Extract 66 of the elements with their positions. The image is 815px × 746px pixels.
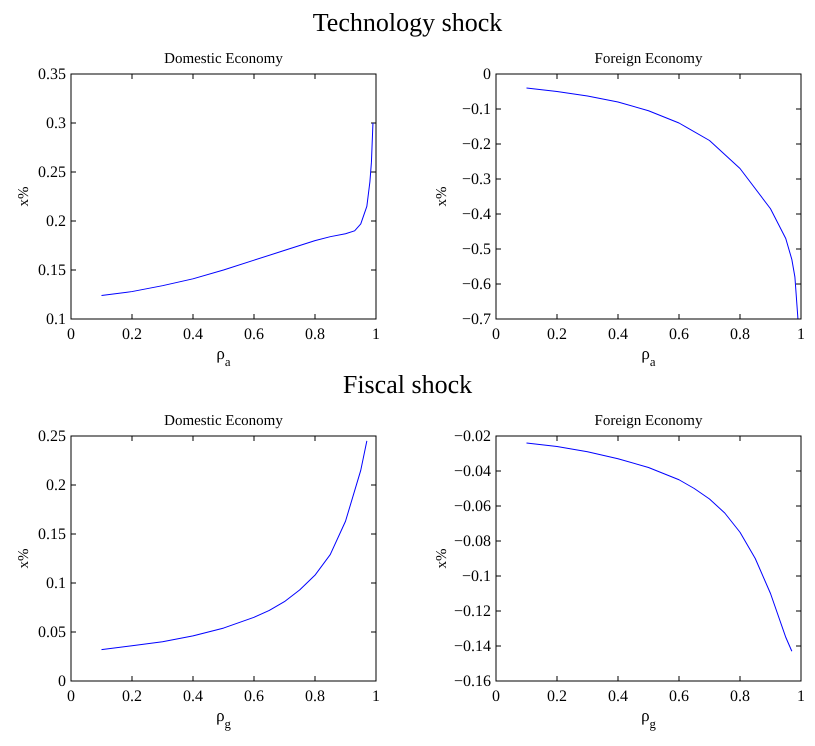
y-tick-label: 0.2 [46,213,66,230]
chart-title: Foreign Economy [594,51,703,67]
y-axis-title: x% [16,548,32,568]
x-tick-label: 0.2 [122,688,142,705]
y-tick-label: −0.6 [462,276,491,293]
y-axis-title: x% [16,186,32,206]
y-tick-label: −0.4 [462,206,491,223]
x-axis-title: ρ$_{g}$ [641,706,657,731]
text: Fiscal shock [342,370,472,399]
x-axis-title: ρ$_{a}$ [216,344,231,369]
x-tick-label: 0.2 [547,688,567,705]
y-tick-label: −0.16 [454,673,491,690]
y-tick-label: 0.15 [38,526,66,543]
text: Technology shock [312,8,502,37]
y-tick-label: −0.2 [462,136,491,153]
y-tick-label: −0.12 [454,603,491,620]
x-tick-label: 0.2 [547,326,567,343]
y-tick-label: 0.05 [38,624,66,641]
x-tick-label: 0.4 [183,688,203,705]
x-tick-label: 0.2 [122,326,142,343]
line-series [101,122,374,296]
y-tick-label: 0.35 [38,66,66,83]
y-tick-label: 0.1 [46,311,66,328]
x-axis-title: ρ$_{g}$ [216,706,232,731]
x-tick-label: 0.4 [608,326,628,343]
y-axis-title: x% [434,186,450,206]
y-tick-label: −0.7 [462,311,491,328]
y-tick-label: 0.25 [38,428,66,445]
y-tick-label: 0 [58,673,66,690]
line-series [526,442,792,652]
y-tick-label: 0.3 [46,115,66,132]
x-tick-label: 0.6 [669,688,689,705]
x-tick-label: 0.6 [669,326,689,343]
x-tick-label: 0.8 [730,688,750,705]
x-tick-label: 0.4 [608,688,628,705]
x-tick-label: 0.6 [244,688,264,705]
y-tick-label: 0.15 [38,262,66,279]
y-tick-label: −0.02 [454,428,491,445]
x-tick-label: 1 [797,326,805,343]
y-tick-label: −0.08 [454,533,491,550]
y-tick-label: 0 [483,66,491,83]
y-tick-label: −0.3 [462,171,491,188]
y-tick-label: −0.1 [462,101,491,118]
x-tick-label: 0.8 [730,326,750,343]
line-series [526,88,798,320]
x-tick-label: 1 [797,688,805,705]
y-axis-title: x% [434,548,450,568]
y-tick-label: 0.1 [46,575,66,592]
y-tick-label: 0.2 [46,477,66,494]
x-tick-label: 1 [372,688,380,705]
line-series [101,440,368,650]
x-axis-title: ρ$_{a}$ [641,344,656,369]
chart-title: Domestic Economy [164,51,284,67]
chart-title: Domestic Economy [164,413,284,429]
y-tick-label: −0.1 [462,568,491,585]
x-tick-label: 0.6 [244,326,264,343]
y-tick-label: −0.04 [454,463,491,480]
y-tick-label: 0.25 [38,164,66,181]
x-tick-label: 1 [372,326,380,343]
x-tick-label: 0.8 [305,326,325,343]
y-tick-label: −0.06 [454,498,491,515]
y-tick-label: −0.14 [454,638,491,655]
y-tick-label: −0.5 [462,241,491,258]
x-tick-label: 0.8 [305,688,325,705]
x-tick-label: 0.4 [183,326,203,343]
chart-title: Foreign Economy [594,413,703,429]
